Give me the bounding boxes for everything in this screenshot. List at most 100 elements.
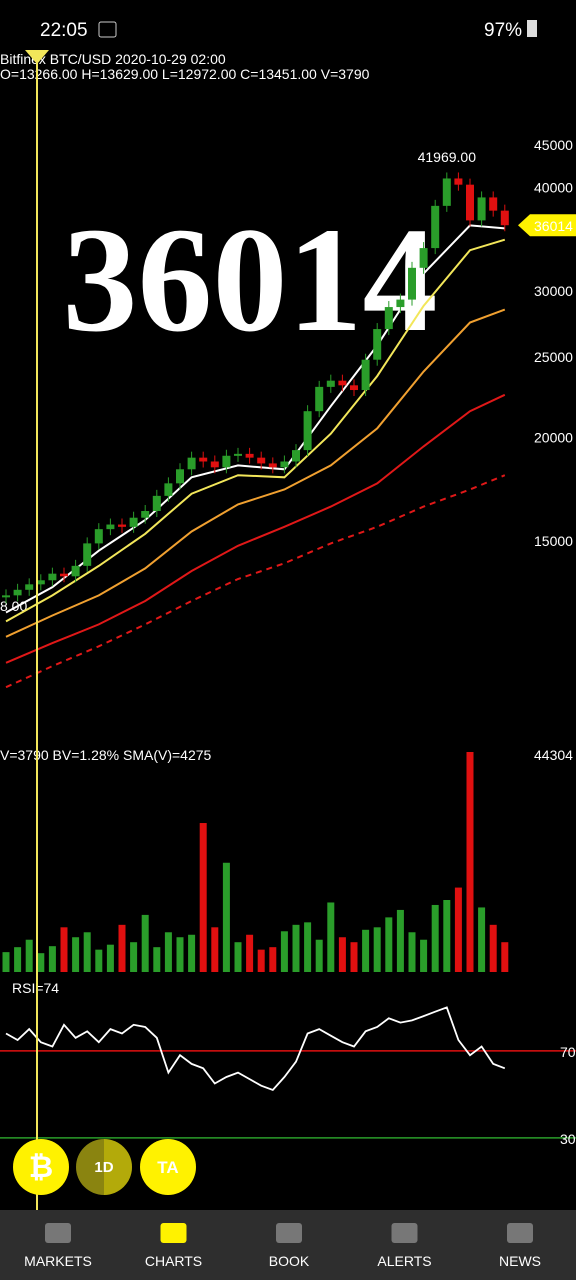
volume-bar [315, 939, 323, 972]
candle [442, 178, 451, 206]
volume-bar [304, 922, 312, 972]
battery-level: 97% [484, 20, 522, 41]
nav-tab[interactable]: CHARTS [145, 1253, 202, 1269]
candle [187, 457, 196, 470]
volume-bar [222, 862, 230, 972]
candle [129, 517, 138, 527]
volume-bar [327, 902, 335, 972]
candle [268, 463, 277, 468]
volume-bar [14, 947, 22, 972]
volume-bar [48, 946, 56, 972]
volume-tick-label: 44304 [534, 747, 573, 763]
nav-icon [391, 1223, 418, 1243]
volume-bar [454, 887, 462, 972]
candle [326, 380, 335, 387]
price-tick-label: 20000 [534, 429, 573, 445]
battery-icon [527, 20, 537, 37]
clock: 22:05 [40, 20, 88, 41]
volume-bar [385, 917, 393, 972]
candle [36, 580, 45, 585]
volume-bar [118, 924, 126, 972]
nav-icon [507, 1223, 533, 1243]
crosshair-handle [25, 50, 49, 64]
ta-button[interactable] [140, 1139, 196, 1195]
candle [245, 453, 254, 458]
candle [303, 411, 312, 451]
moving-average [5, 474, 506, 689]
candle [292, 450, 300, 462]
volume-bar [141, 914, 149, 972]
last-price: 36014 [534, 218, 573, 234]
moving-average [5, 238, 506, 623]
rsi-tick-label: 70 [560, 1044, 576, 1060]
moving-average [5, 308, 506, 638]
volume-bar [489, 924, 497, 972]
status-icon [98, 21, 117, 38]
candle [466, 184, 474, 221]
chart-info: Bitfinex BTC/USD 2020-10-29 02:00 [0, 51, 226, 67]
candle [106, 524, 115, 530]
volume-bar [362, 929, 370, 972]
volume-bar [408, 932, 416, 972]
volume-bar [95, 949, 103, 972]
candle [489, 197, 498, 211]
candle [454, 178, 463, 185]
volume-bar [350, 942, 358, 972]
last-price-tag [518, 214, 576, 237]
candle [315, 386, 324, 412]
volume-info: V=3790 BV=1.28% SMA(V)=4275 [0, 747, 212, 763]
candle [164, 483, 173, 496]
candle [13, 589, 22, 596]
candle [48, 573, 57, 581]
nav-tab[interactable]: BOOK [269, 1253, 310, 1269]
timeframe-button[interactable] [76, 1139, 132, 1195]
nav-icon [45, 1223, 71, 1243]
candle [408, 267, 416, 300]
candle [83, 543, 92, 566]
price-tick-label: 30000 [534, 283, 573, 299]
price-tick-label: 15000 [534, 533, 573, 549]
ohlc-info: O=13266.00 H=13629.00 L=12972.00 C=13451… [0, 66, 370, 82]
volume-bar [396, 909, 404, 972]
volume-bar [466, 752, 474, 972]
candle [257, 457, 266, 464]
candle [338, 380, 347, 386]
price-tick-label: 45000 [534, 137, 573, 153]
nav-tab[interactable]: ALERTS [377, 1253, 431, 1269]
candle [71, 565, 80, 577]
candle [361, 359, 370, 391]
volume-bar [443, 899, 451, 972]
nav-icon [160, 1223, 187, 1243]
ta-label: TA [157, 1158, 178, 1177]
volume-bar [2, 952, 10, 972]
nav-tab[interactable]: MARKETS [24, 1253, 92, 1269]
candle [94, 529, 103, 544]
volume-bar [234, 942, 242, 972]
volume-bar [269, 947, 277, 972]
volume-bar [246, 934, 254, 972]
candle [60, 573, 68, 577]
candle [118, 524, 126, 527]
candle [210, 461, 219, 468]
candle [199, 457, 208, 462]
candle [234, 453, 242, 456]
moving-average [5, 393, 506, 664]
candle [222, 455, 231, 468]
currency-button[interactable] [13, 1139, 69, 1195]
candle [176, 469, 184, 484]
volume-bar [60, 927, 68, 972]
volume-bar [153, 947, 161, 972]
candle [396, 299, 405, 308]
volume-bar [130, 942, 138, 972]
nav-bar [0, 1210, 576, 1280]
volume-bar [501, 942, 509, 972]
candle [477, 197, 486, 221]
nav-tab[interactable]: NEWS [499, 1253, 541, 1269]
volume-bar [106, 944, 114, 972]
high-label: 41969.00 [418, 149, 477, 165]
price-tick-label: 40000 [534, 179, 573, 195]
candle [25, 584, 34, 590]
